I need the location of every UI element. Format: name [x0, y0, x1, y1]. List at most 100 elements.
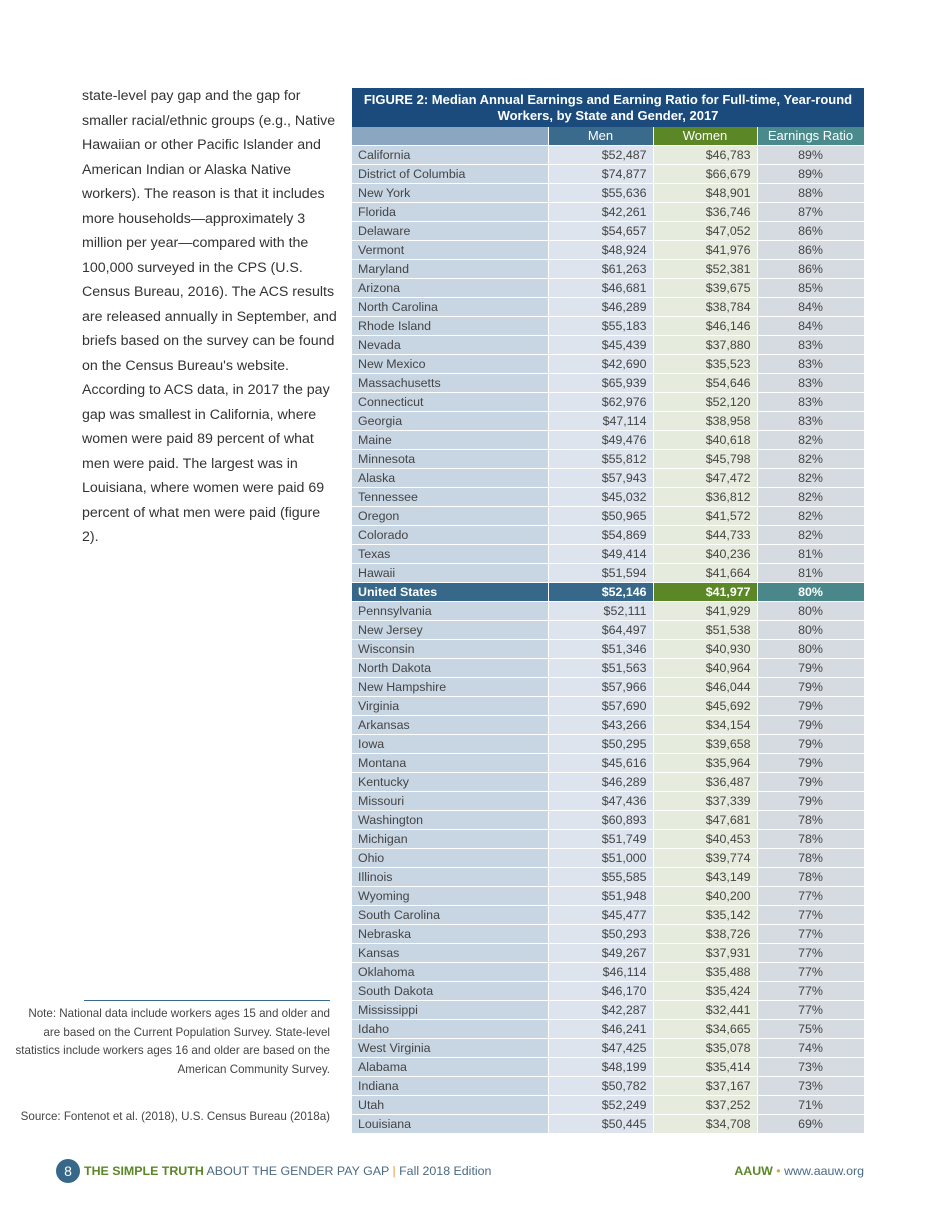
cell-state: Wisconsin — [352, 639, 549, 659]
page-footer: 8 THE SIMPLE TRUTH ABOUT THE GENDER PAY … — [56, 1159, 864, 1185]
table-row: Mississippi $42,287 $32,441 77% — [352, 1000, 865, 1020]
cell-ratio: 78% — [757, 848, 865, 868]
cell-ratio: 79% — [757, 658, 865, 678]
cell-ratio: 71% — [757, 1095, 865, 1115]
cell-state: Indiana — [352, 1076, 549, 1096]
table-row: Montana $45,616 $35,964 79% — [352, 753, 865, 773]
cell-state: Kentucky — [352, 772, 549, 792]
cell-state: Michigan — [352, 829, 549, 849]
cell-ratio: 83% — [757, 373, 865, 393]
cell-women: $36,746 — [653, 202, 758, 222]
cell-women: $38,958 — [653, 411, 758, 431]
cell-ratio: 69% — [757, 1114, 865, 1134]
table-row: Wyoming $51,948 $40,200 77% — [352, 886, 865, 906]
cell-men: $45,616 — [548, 753, 654, 773]
cell-men: $49,267 — [548, 943, 654, 963]
cell-state: Delaware — [352, 221, 549, 241]
cell-men: $45,032 — [548, 487, 654, 507]
footer-org: AAUW • www.aauw.org — [734, 1164, 864, 1178]
cell-men: $46,241 — [548, 1019, 654, 1039]
cell-ratio: 80% — [757, 620, 865, 640]
cell-ratio: 89% — [757, 145, 865, 165]
cell-women: $47,052 — [653, 221, 758, 241]
cell-women: $46,783 — [653, 145, 758, 165]
cell-state: Kansas — [352, 943, 549, 963]
cell-women: $35,424 — [653, 981, 758, 1001]
cell-men: $46,289 — [548, 772, 654, 792]
cell-ratio: 78% — [757, 810, 865, 830]
note-divider — [84, 1000, 330, 1001]
cell-men: $50,965 — [548, 506, 654, 526]
body-paragraph: state-level pay gap and the gap for smal… — [82, 88, 337, 545]
header-ratio: Earnings Ratio — [757, 127, 865, 146]
cell-women: $37,880 — [653, 335, 758, 355]
cell-ratio: 79% — [757, 772, 865, 792]
table-row: Louisiana $50,445 $34,708 69% — [352, 1114, 865, 1134]
cell-men: $47,114 — [548, 411, 654, 431]
cell-women: $37,339 — [653, 791, 758, 811]
cell-women: $37,931 — [653, 943, 758, 963]
figure-2: FIGURE 2: Median Annual Earnings and Ear… — [352, 88, 865, 1134]
cell-women: $41,572 — [653, 506, 758, 526]
cell-ratio: 84% — [757, 297, 865, 317]
cell-women: $34,154 — [653, 715, 758, 735]
table-row: Florida $42,261 $36,746 87% — [352, 202, 865, 222]
cell-state: Wyoming — [352, 886, 549, 906]
cell-state: Nebraska — [352, 924, 549, 944]
table-row: Indiana $50,782 $37,167 73% — [352, 1076, 865, 1096]
header-state — [352, 127, 549, 146]
cell-women: $35,414 — [653, 1057, 758, 1077]
table-row: Iowa $50,295 $39,658 79% — [352, 734, 865, 754]
cell-men: $55,636 — [548, 183, 654, 203]
cell-ratio: 87% — [757, 202, 865, 222]
cell-women: $45,692 — [653, 696, 758, 716]
cell-ratio: 77% — [757, 981, 865, 1001]
cell-women: $46,044 — [653, 677, 758, 697]
cell-men: $57,966 — [548, 677, 654, 697]
table-row: New Jersey $64,497 $51,538 80% — [352, 620, 865, 640]
cell-women: $44,733 — [653, 525, 758, 545]
cell-men: $54,869 — [548, 525, 654, 545]
table-row: Arkansas $43,266 $34,154 79% — [352, 715, 865, 735]
cell-men: $55,812 — [548, 449, 654, 469]
cell-men: $57,943 — [548, 468, 654, 488]
table-row: Ohio $51,000 $39,774 78% — [352, 848, 865, 868]
cell-ratio: 88% — [757, 183, 865, 203]
cell-men: $74,877 — [548, 164, 654, 184]
cell-ratio: 86% — [757, 259, 865, 279]
cell-state: Ohio — [352, 848, 549, 868]
cell-state: North Dakota — [352, 658, 549, 678]
table-row: Colorado $54,869 $44,733 82% — [352, 525, 865, 545]
cell-state: Vermont — [352, 240, 549, 260]
table-row: Arizona $46,681 $39,675 85% — [352, 278, 865, 298]
cell-women: $46,146 — [653, 316, 758, 336]
table-row: Michigan $51,749 $40,453 78% — [352, 829, 865, 849]
cell-ratio: 80% — [757, 639, 865, 659]
cell-men: $52,146 — [548, 582, 654, 602]
cell-ratio: 82% — [757, 430, 865, 450]
cell-men: $61,263 — [548, 259, 654, 279]
cell-men: $50,445 — [548, 1114, 654, 1134]
cell-ratio: 77% — [757, 943, 865, 963]
table-row: Maine $49,476 $40,618 82% — [352, 430, 865, 450]
table-row: West Virginia $47,425 $35,078 74% — [352, 1038, 865, 1058]
cell-state: Minnesota — [352, 449, 549, 469]
footer-title: THE SIMPLE TRUTH ABOUT THE GENDER PAY GA… — [84, 1164, 491, 1178]
table-row: Maryland $61,263 $52,381 86% — [352, 259, 865, 279]
cell-men: $52,111 — [548, 601, 654, 621]
footer-url-link[interactable]: www.aauw.org — [784, 1164, 864, 1178]
cell-ratio: 73% — [757, 1076, 865, 1096]
table-row: Missouri $47,436 $37,339 79% — [352, 791, 865, 811]
table-row: Alabama $48,199 $35,414 73% — [352, 1057, 865, 1077]
cell-women: $36,487 — [653, 772, 758, 792]
cell-women: $47,472 — [653, 468, 758, 488]
cell-ratio: 75% — [757, 1019, 865, 1039]
cell-ratio: 82% — [757, 468, 865, 488]
cell-men: $46,681 — [548, 278, 654, 298]
cell-women: $40,930 — [653, 639, 758, 659]
figure-title: FIGURE 2: Median Annual Earnings and Ear… — [352, 88, 864, 127]
table-row: Pennsylvania $52,111 $41,929 80% — [352, 601, 865, 621]
cell-state: New Jersey — [352, 620, 549, 640]
cell-state: Massachusetts — [352, 373, 549, 393]
cell-ratio: 86% — [757, 240, 865, 260]
